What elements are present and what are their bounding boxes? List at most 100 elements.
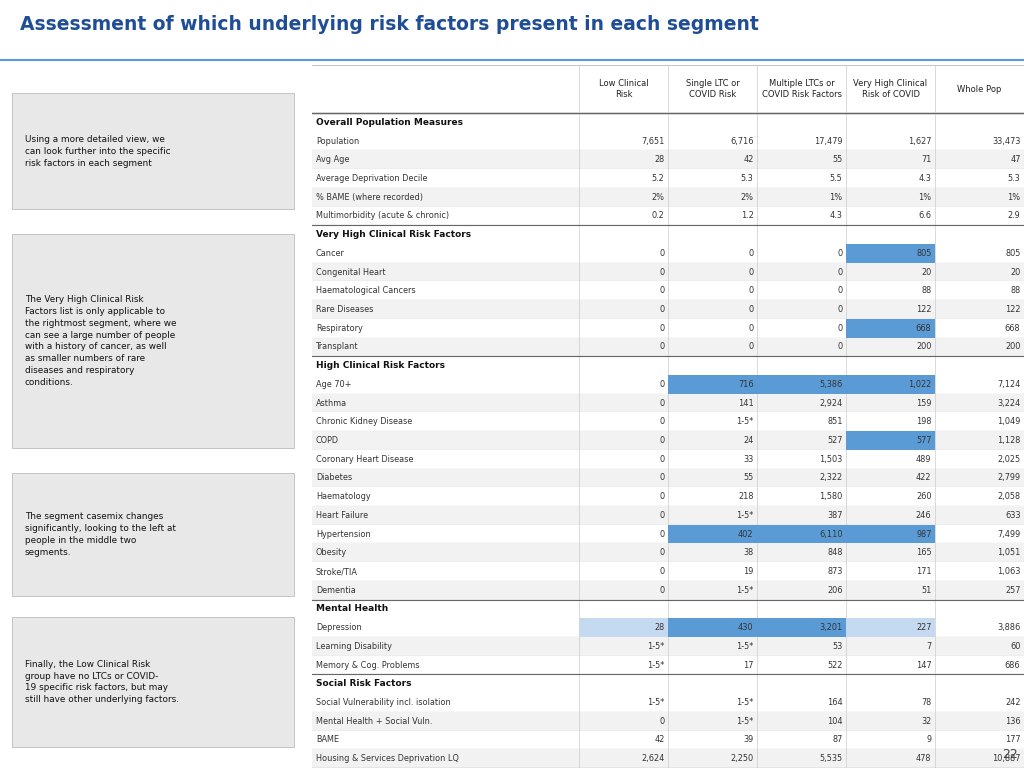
Bar [312, 188, 1024, 207]
Text: 873: 873 [827, 567, 843, 576]
Text: Diabetes: Diabetes [315, 473, 352, 482]
Text: Dementia: Dementia [315, 586, 355, 594]
Text: Very High Clinical Risk Factors: Very High Clinical Risk Factors [315, 230, 471, 239]
Bar [312, 300, 1024, 319]
Text: 2,624: 2,624 [641, 754, 665, 763]
Bar [312, 544, 1024, 562]
Text: 522: 522 [827, 660, 843, 670]
Text: 489: 489 [916, 455, 932, 464]
Text: Asthma: Asthma [315, 399, 347, 408]
Text: 4.3: 4.3 [829, 211, 843, 220]
FancyBboxPatch shape [12, 617, 294, 747]
Text: 987: 987 [916, 530, 932, 538]
Text: 0: 0 [659, 286, 665, 296]
Bar [312, 712, 1024, 730]
Bar [669, 618, 757, 637]
Text: 430: 430 [738, 623, 754, 632]
Text: 10,887: 10,887 [992, 754, 1021, 763]
Text: 87: 87 [833, 736, 843, 744]
Bar [312, 282, 1024, 300]
Text: 19: 19 [743, 567, 754, 576]
Text: Coronary Heart Disease: Coronary Heart Disease [315, 455, 414, 464]
Text: 0: 0 [659, 717, 665, 726]
Text: 88: 88 [1011, 286, 1021, 296]
Text: 686: 686 [1005, 660, 1021, 670]
Text: 1-5*: 1-5* [647, 660, 665, 670]
Text: 0: 0 [838, 286, 843, 296]
Text: 2,025: 2,025 [997, 455, 1021, 464]
Bar [669, 375, 757, 394]
Bar [580, 618, 669, 637]
Text: 0: 0 [659, 492, 665, 502]
Bar [312, 207, 1024, 225]
FancyBboxPatch shape [12, 234, 294, 449]
Text: 53: 53 [833, 642, 843, 650]
Text: 402: 402 [738, 530, 754, 538]
Bar [312, 488, 1024, 506]
Text: 1,051: 1,051 [997, 548, 1021, 558]
Text: 42: 42 [743, 155, 754, 164]
Text: 0: 0 [749, 343, 754, 352]
Text: Transplant: Transplant [315, 343, 358, 352]
Text: 0: 0 [749, 305, 754, 314]
Text: 242: 242 [1005, 698, 1021, 707]
Text: 38: 38 [743, 548, 754, 558]
Text: The segment casemix changes
significantly, looking to the left at
people in the : The segment casemix changes significantl… [25, 512, 176, 557]
Text: 33,473: 33,473 [992, 137, 1021, 146]
Text: 218: 218 [738, 492, 754, 502]
Text: 17,479: 17,479 [814, 137, 843, 146]
Text: 1-5*: 1-5* [647, 698, 665, 707]
Text: 1-5*: 1-5* [736, 717, 754, 726]
Bar [312, 132, 1024, 151]
Text: 47: 47 [1010, 155, 1021, 164]
Text: 0: 0 [659, 343, 665, 352]
Bar [846, 319, 935, 338]
Text: Multiple LTCs or
COVID Risk Factors: Multiple LTCs or COVID Risk Factors [762, 79, 842, 99]
Bar [312, 319, 1024, 338]
Text: 88: 88 [922, 286, 932, 296]
Bar [312, 525, 1024, 544]
Text: Assessment of which underlying risk factors present in each segment: Assessment of which underlying risk fact… [20, 15, 759, 35]
Text: 177: 177 [1005, 736, 1021, 744]
Bar [846, 618, 935, 637]
Text: Single LTC or
COVID Risk: Single LTC or COVID Risk [686, 79, 739, 99]
Text: 2,250: 2,250 [730, 754, 754, 763]
Text: BAME: BAME [315, 736, 339, 744]
Text: Average Deprivation Decile: Average Deprivation Decile [315, 174, 427, 183]
Text: 1,022: 1,022 [908, 380, 932, 389]
Text: 78: 78 [922, 698, 932, 707]
Bar [312, 750, 1024, 768]
Text: Heart Failure: Heart Failure [315, 511, 368, 520]
Text: 2%: 2% [651, 193, 665, 202]
Text: Memory & Cog. Problems: Memory & Cog. Problems [315, 660, 420, 670]
Text: 0: 0 [749, 286, 754, 296]
Text: 28: 28 [654, 623, 665, 632]
Text: 0: 0 [749, 267, 754, 276]
Bar [312, 151, 1024, 169]
Text: 5.5: 5.5 [829, 174, 843, 183]
Text: 5.2: 5.2 [652, 174, 665, 183]
Text: 1%: 1% [919, 193, 932, 202]
Text: Learning Disability: Learning Disability [315, 642, 392, 650]
Text: 1-5*: 1-5* [736, 511, 754, 520]
Text: 0.2: 0.2 [652, 211, 665, 220]
Text: 0: 0 [659, 436, 665, 445]
FancyBboxPatch shape [12, 94, 294, 210]
Text: Haematology: Haematology [315, 492, 371, 502]
Text: The Very High Clinical Risk
Factors list is only applicable to
the rightmost seg: The Very High Clinical Risk Factors list… [25, 296, 176, 387]
Text: 0: 0 [838, 267, 843, 276]
Text: 257: 257 [1006, 586, 1021, 594]
Text: Social Risk Factors: Social Risk Factors [315, 679, 412, 688]
Text: 716: 716 [738, 380, 754, 389]
Text: Whole Pop: Whole Pop [957, 84, 1001, 94]
Bar [312, 338, 1024, 356]
Text: 805: 805 [916, 249, 932, 258]
Text: 1,049: 1,049 [997, 417, 1021, 426]
Text: 3,201: 3,201 [819, 623, 843, 632]
Text: 7,651: 7,651 [641, 137, 665, 146]
Text: 71: 71 [922, 155, 932, 164]
Text: 2%: 2% [740, 193, 754, 202]
Text: 2,799: 2,799 [997, 473, 1021, 482]
Text: 171: 171 [915, 567, 932, 576]
Text: 0: 0 [659, 380, 665, 389]
